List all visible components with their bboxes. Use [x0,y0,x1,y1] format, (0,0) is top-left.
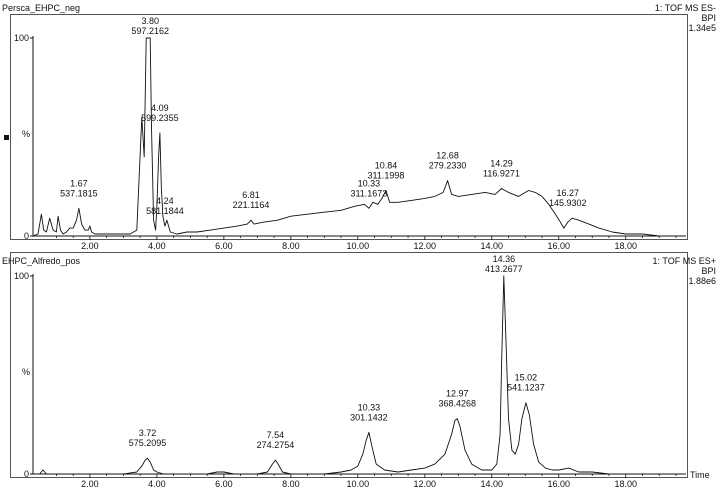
panel-2-peak-rt-label-4: 14.36 [493,254,516,264]
panel-1-peak-mz-label-3: 581.1844 [146,206,184,216]
panel-2-title: EHPC_Alfredo_pos [2,256,81,266]
panel-1-peak-rt-label-4: 6.81 [242,190,260,200]
panel-2-peak-rt-label-5: 15.02 [515,373,538,383]
panel-2-info-line-3: 1.88e6 [688,276,716,286]
panel-2-x-tick-label-3: 8.00 [282,479,300,489]
panel-1-info-line-2: BPI [701,13,716,23]
panel-2-x-tick-label-7: 16.00 [547,479,570,489]
panel-2-peak-mz-label-4: 413.2677 [485,264,523,274]
panel-1-info-line-3: 1.34e5 [688,23,716,33]
panel-1-x-tick-label-8: 18.00 [614,241,637,251]
panel-1-x-tick-label-1: 4.00 [148,241,166,251]
panel-1-info-line-1: 1: TOF MS ES- [654,3,716,13]
panel-2-x-tick-label-4: 10.00 [347,479,370,489]
panel-1-peak-rt-label-7: 12.68 [436,151,459,161]
panel-1-peak-mz-label-2: 599.2355 [141,113,179,123]
panel-1-x-tick-label-4: 10.00 [347,241,370,251]
panel-2-peak-rt-label-0: 3.72 [139,428,157,438]
panel-2-peak-mz-label-5: 541.1237 [507,383,545,393]
panel-2-x-tick-label-5: 12.00 [414,479,437,489]
panel-1-peak-mz-label-7: 279.2330 [429,161,467,171]
panel-2-peak-mz-label-0: 575.2095 [129,438,167,448]
panel-1-peak-mz-label-4: 221.1164 [233,200,270,210]
panel-2-info-line-2: BPI [701,266,716,276]
panel-2-x-tick-label-2: 6.00 [215,479,233,489]
panel-2-peak-mz-label-1: 274.2754 [257,440,295,450]
panel-1-peak-mz-label-5: 311.1673 [350,188,387,198]
panel-1-peak-mz-label-0: 537.1815 [60,188,98,198]
panel-1-x-tick-label-7: 16.00 [547,241,570,251]
panel-2-x-tick-label-8: 18.00 [614,479,637,489]
panel-1-peak-rt-label-0: 1.67 [70,178,88,188]
panel-2-info: 1: TOF MS ES+ BPI 1.88e6 [653,256,716,286]
panel-2-peak-rt-label-1: 7.54 [267,430,285,440]
panel-1-x-tick-label-3: 8.00 [282,241,300,251]
panel-1-title: Persca_EHPC_neg [2,3,81,13]
panel-1-x-tick-label-5: 12.00 [414,241,437,251]
panel-1-marker-icon [4,135,9,140]
panel-1-peak-rt-label-8: 14.29 [490,158,513,168]
panel-2-x-axis-label: Time [690,470,710,480]
panel-2-peak-rt-label-2: 10.33 [358,402,381,412]
panel-1-y-tick-label-1: 100 [14,33,29,43]
panel-1-peak-rt-label-2: 4.09 [151,103,169,113]
panel-1-ylabel: % [22,129,31,139]
panel-1-peak-mz-label-1: 597.2162 [131,26,169,36]
panel-2-x-tick-label-6: 14.00 [481,479,504,489]
panel-2-peak-mz-label-2: 301.1432 [350,412,388,422]
panel-1-y-tick-label-0: 0 [24,231,29,241]
panel-1-peak-mz-label-9: 145.9302 [549,198,587,208]
panel-2-y-tick-label-0: 0 [24,469,29,479]
panel-2-y-tick-label-1: 100 [14,271,29,281]
panel-2-x-tick-label-1: 4.00 [148,479,166,489]
panel-1-peak-rt-label-1: 3.80 [141,16,159,26]
panel-2-info-line-1: 1: TOF MS ES+ [652,256,716,266]
panel-1-x-tick-label-2: 6.00 [215,241,233,251]
panel-1-peak-rt-label-6: 10.84 [375,160,398,170]
panel-1-peak-rt-label-3: 4.24 [156,196,174,206]
panel-1-peak-rt-label-5: 10.33 [358,178,381,188]
panel-1-peak-mz-label-8: 116.9271 [483,168,520,178]
panel-1-peak-rt-label-9: 16.27 [557,188,580,198]
panel-2-peak-rt-label-3: 12.97 [446,389,469,399]
panel-2-x-tick-label-0: 2.00 [81,479,99,489]
panel-1-peak-mz-label-6: 311.1998 [368,170,405,180]
panel-1-trace [32,37,686,237]
panel-2-ylabel: % [22,367,31,377]
panel-1-x-tick-label-0: 2.00 [81,241,99,251]
panel-1-x-tick-label-6: 14.00 [481,241,504,251]
panel-2-peak-mz-label-3: 368.4268 [439,399,477,409]
panel-2-trace [33,275,686,475]
panel-1-info: 1: TOF MS ES- BPI 1.34e5 [655,3,716,33]
